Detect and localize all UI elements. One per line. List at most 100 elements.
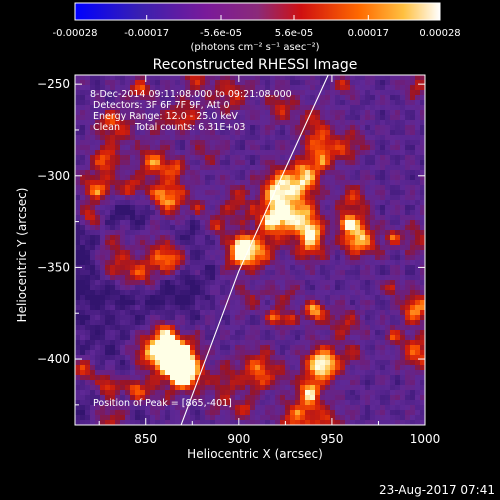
heatmap-cell [190, 270, 196, 276]
heatmap-cell [185, 260, 191, 266]
heatmap-cell [75, 335, 81, 341]
heatmap-cell [275, 405, 281, 411]
heatmap-cell [360, 215, 366, 221]
heatmap-cell [95, 390, 101, 396]
heatmap-cell [115, 355, 121, 361]
heatmap-cell [305, 380, 311, 386]
heatmap-cell [320, 330, 326, 336]
heatmap-cell [225, 140, 231, 146]
heatmap-cell [370, 340, 376, 346]
heatmap-cell [375, 240, 381, 246]
heatmap-cell [245, 325, 251, 331]
heatmap-cell [140, 205, 146, 211]
heatmap-cell [120, 295, 126, 301]
heatmap-cell [230, 290, 236, 296]
heatmap-cell [325, 185, 331, 191]
heatmap-cell [240, 310, 246, 316]
heatmap-cell [245, 385, 251, 391]
heatmap-cell [300, 420, 306, 425]
heatmap-cell [80, 265, 86, 271]
heatmap-cell [105, 210, 111, 216]
heatmap-cell [105, 260, 111, 266]
heatmap-cell [370, 330, 376, 336]
heatmap-cell [105, 310, 111, 316]
heatmap-cell [230, 250, 236, 256]
heatmap-cell [85, 290, 91, 296]
heatmap-cell [245, 260, 251, 266]
heatmap-cell [395, 100, 401, 106]
heatmap-cell [400, 105, 406, 111]
heatmap-cell [130, 135, 136, 141]
heatmap-cell [350, 315, 356, 321]
heatmap-cell [260, 365, 266, 371]
heatmap-cell [245, 185, 251, 191]
heatmap-cell [240, 200, 246, 206]
heatmap-cell [400, 310, 406, 316]
heatmap-cell [165, 290, 171, 296]
heatmap-cell [385, 255, 391, 261]
heatmap-cell [240, 295, 246, 301]
heatmap-cell [130, 105, 136, 111]
heatmap-cell [405, 80, 411, 86]
heatmap-cell [205, 195, 211, 201]
heatmap-cell [165, 135, 171, 141]
heatmap-cell [390, 120, 396, 126]
heatmap-cell [175, 185, 181, 191]
heatmap-cell [400, 405, 406, 411]
heatmap-cell [225, 255, 231, 261]
heatmap-cell [110, 405, 116, 411]
heatmap-cell [185, 160, 191, 166]
heatmap-cell [95, 225, 101, 231]
heatmap-cell [410, 175, 416, 181]
heatmap-cell [350, 150, 356, 156]
heatmap-cell [285, 105, 291, 111]
heatmap-cell [350, 325, 356, 331]
heatmap-cell [335, 420, 341, 425]
heatmap-cell [310, 160, 316, 166]
heatmap-cell [145, 110, 151, 116]
heatmap-cell [370, 285, 376, 291]
heatmap-cell [250, 385, 256, 391]
heatmap-cell [345, 340, 351, 346]
heatmap-cell [220, 175, 226, 181]
heatmap-cell [300, 105, 306, 111]
heatmap-cell [305, 190, 311, 196]
heatmap-cell [400, 90, 406, 96]
heatmap-cell [85, 365, 91, 371]
heatmap-cell [265, 195, 271, 201]
heatmap-cell [345, 190, 351, 196]
heatmap-cell [275, 150, 281, 156]
heatmap-cell [215, 315, 221, 321]
heatmap-cell [115, 365, 121, 371]
heatmap-cell [370, 90, 376, 96]
heatmap-cell [235, 255, 241, 261]
heatmap-cell [340, 105, 346, 111]
heatmap-cell [265, 200, 271, 206]
heatmap-cell [370, 350, 376, 356]
heatmap-cell [270, 75, 276, 81]
heatmap-cell [110, 155, 116, 161]
heatmap-cell [200, 185, 206, 191]
heatmap-cell [360, 75, 366, 81]
heatmap-cell [295, 305, 301, 311]
heatmap-cell [175, 310, 181, 316]
heatmap-cell [280, 360, 286, 366]
heatmap-cell [215, 375, 221, 381]
heatmap-cell [380, 395, 386, 401]
heatmap-cell [415, 285, 421, 291]
heatmap-cell [395, 175, 401, 181]
heatmap-cell [250, 85, 256, 91]
heatmap-cell [180, 85, 186, 91]
heatmap-cell [170, 125, 176, 131]
heatmap-cell [100, 95, 106, 101]
heatmap-cell [380, 370, 386, 376]
heatmap-cell [275, 235, 281, 241]
heatmap-cell [225, 285, 231, 291]
heatmap-cell [285, 375, 291, 381]
heatmap-cell [95, 385, 101, 391]
heatmap-cell [290, 420, 296, 425]
heatmap-cell [160, 195, 166, 201]
heatmap-cell [325, 255, 331, 261]
heatmap-cell [190, 255, 196, 261]
heatmap-cell [340, 330, 346, 336]
